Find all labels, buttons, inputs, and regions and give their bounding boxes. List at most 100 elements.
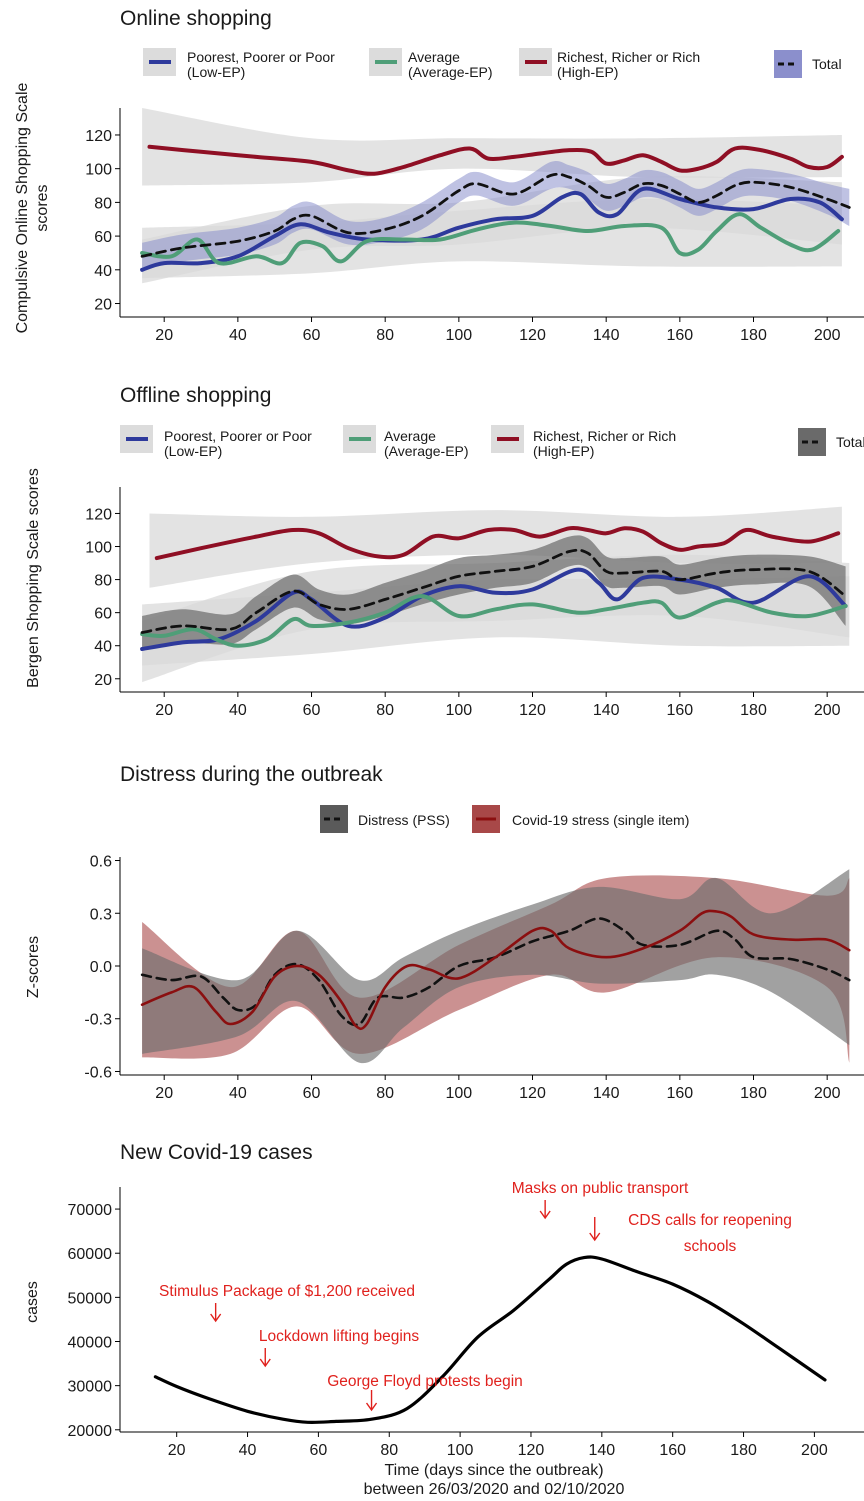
x-tick-label: 60 bbox=[310, 1442, 328, 1459]
legend-avg-label-1: Average bbox=[408, 49, 460, 65]
x-tick-label: 80 bbox=[380, 1442, 398, 1459]
x-axis-label-2: between 26/03/2020 and 02/10/2020 bbox=[364, 1481, 625, 1498]
x-tick-label: 180 bbox=[730, 1442, 757, 1459]
legend-distress-label: Distress (PSS) bbox=[358, 812, 450, 828]
x-tick-label: 180 bbox=[740, 1085, 767, 1102]
legend-total-label: Total bbox=[812, 56, 842, 72]
x-tick-label: 20 bbox=[155, 1085, 173, 1102]
x-tick-label: 200 bbox=[814, 327, 841, 344]
x-tick-label: 60 bbox=[303, 1085, 321, 1102]
x-tick-label: 120 bbox=[519, 327, 546, 344]
y-tick-label: 100 bbox=[85, 540, 112, 557]
y-tick-label: 30000 bbox=[68, 1379, 113, 1396]
x-tick-label: 20 bbox=[155, 702, 173, 719]
annotation-arrow-head bbox=[365, 1402, 378, 1412]
series-line-distress bbox=[140, 917, 851, 1027]
x-tick-label: 160 bbox=[666, 1085, 693, 1102]
x-tick-label: 40 bbox=[239, 1442, 257, 1459]
y-tick-label: 80 bbox=[94, 195, 112, 212]
annotation-label: CDS calls for reopening bbox=[628, 1212, 792, 1229]
annotation-label: George Floyd protests begin bbox=[327, 1373, 523, 1390]
legend-off-avg-label-1: Average bbox=[384, 428, 436, 444]
x-tick-label: 200 bbox=[814, 1085, 841, 1102]
x-tick-label: 80 bbox=[376, 702, 394, 719]
legend-off-avg-label-2: (Average-EP) bbox=[384, 443, 469, 459]
x-tick-label: 60 bbox=[303, 327, 321, 344]
series-line-total bbox=[140, 172, 851, 258]
x-tick-label: 60 bbox=[303, 702, 321, 719]
series-line-total bbox=[140, 548, 847, 634]
series-line-low bbox=[140, 567, 848, 651]
x-tick-label: 180 bbox=[740, 327, 767, 344]
offline-plot: 20 40 60 80 100 120 140 160 180 200 20 40 60 80 100 120 bbox=[85, 487, 864, 719]
x-tick-label: 40 bbox=[229, 1085, 247, 1102]
x-tick-label: 100 bbox=[445, 1085, 472, 1102]
legend-off-total-label: Total bbox=[836, 434, 864, 450]
series-line-cases bbox=[153, 1255, 827, 1424]
legend-off-high-label-1: Richest, Richer or Rich bbox=[533, 428, 676, 444]
x-tick-label: 20 bbox=[155, 327, 173, 344]
y-tick-label: 0.3 bbox=[90, 906, 112, 923]
x-tick-label: 200 bbox=[801, 1442, 828, 1459]
panel-distress: Distress during the outbreak Distress (P… bbox=[25, 763, 864, 1102]
legend-high-label-2: (High-EP) bbox=[557, 64, 618, 80]
annotation-label-line2: schools bbox=[684, 1238, 737, 1255]
panel-online-shopping: Online shopping Poorest, Poorer or Poor … bbox=[14, 7, 864, 344]
annotation-label: Lockdown lifting begins bbox=[259, 1328, 420, 1345]
band-total bbox=[142, 161, 850, 270]
distress-legend: Distress (PSS) Covid-19 stress (single i… bbox=[320, 805, 689, 833]
annotation-label: Stimulus Package of $1,200 received bbox=[159, 1283, 415, 1300]
y-tick-label: 80 bbox=[94, 573, 112, 590]
annotation-arrow-head bbox=[539, 1210, 551, 1220]
x-tick-label: 140 bbox=[593, 702, 620, 719]
x-tick-label: 100 bbox=[445, 702, 472, 719]
x-axis-label-1: Time (days since the outbreak) bbox=[384, 1462, 603, 1479]
x-tick-label: 100 bbox=[445, 327, 472, 344]
x-tick-label: 40 bbox=[229, 702, 247, 719]
series-line-avg bbox=[140, 594, 848, 648]
x-tick-label: 20 bbox=[168, 1442, 186, 1459]
legend-avg-label-2: (Average-EP) bbox=[408, 64, 493, 80]
x-tick-label: 200 bbox=[814, 702, 841, 719]
panel-cases: New Covid-19 cases cases 20 40 60 80 100 120 1… bbox=[24, 1141, 864, 1498]
x-tick-label: 160 bbox=[666, 702, 693, 719]
x-tick-label: 180 bbox=[740, 702, 767, 719]
x-tick-label: 120 bbox=[519, 1085, 546, 1102]
annotation-arrow-head bbox=[210, 1313, 222, 1323]
online-ylabel-2: scores bbox=[34, 184, 51, 231]
x-tick-label: 40 bbox=[229, 327, 247, 344]
y-tick-label: 120 bbox=[85, 128, 112, 145]
series-line-high bbox=[154, 525, 841, 561]
online-legend: Poorest, Poorer or Poor (Low-EP) Average… bbox=[143, 48, 842, 80]
x-tick-label: 160 bbox=[659, 1442, 686, 1459]
band-avg bbox=[142, 198, 842, 279]
legend-off-high-label-2: (High-EP) bbox=[533, 443, 594, 459]
annotation-label: Masks on public transport bbox=[512, 1180, 689, 1197]
series-line-high bbox=[147, 144, 844, 176]
x-tick-label: 80 bbox=[376, 327, 394, 344]
y-tick-label: -0.3 bbox=[84, 1012, 112, 1029]
x-tick-label: 140 bbox=[593, 327, 620, 344]
x-tick-label: 140 bbox=[588, 1442, 615, 1459]
y-tick-label: -0.6 bbox=[84, 1064, 112, 1081]
band-high bbox=[149, 506, 842, 588]
distress-ylabel: Z-scores bbox=[25, 936, 42, 998]
x-tick-label: 120 bbox=[519, 702, 546, 719]
band-distress_band bbox=[142, 869, 850, 1064]
y-tick-label: 100 bbox=[85, 162, 112, 179]
online-ylabel-1: Compulsive Online Shopping Scale bbox=[14, 82, 31, 333]
y-tick-label: 60 bbox=[94, 229, 112, 246]
series-line-covid bbox=[140, 909, 851, 1031]
distress-plot: 20 40 60 80 100 120 140 160 180 200 -0.6 -0.3 0.0 0.3… bbox=[84, 854, 864, 1102]
legend-off-low-label-2: (Low-EP) bbox=[164, 443, 222, 459]
offline-ylabel: Bergen Shopping Scale scores bbox=[25, 468, 42, 688]
series-line-low bbox=[140, 186, 844, 272]
distress-title: Distress during the outbreak bbox=[120, 763, 383, 786]
series-line-avg bbox=[140, 212, 841, 266]
y-tick-label: 20000 bbox=[68, 1423, 113, 1440]
legend-off-low-label-1: Poorest, Poorer or Poor bbox=[164, 428, 312, 444]
y-tick-label: 20 bbox=[94, 672, 112, 689]
y-tick-label: 120 bbox=[85, 506, 112, 523]
legend-high-label-1: Richest, Richer or Rich bbox=[557, 49, 700, 65]
